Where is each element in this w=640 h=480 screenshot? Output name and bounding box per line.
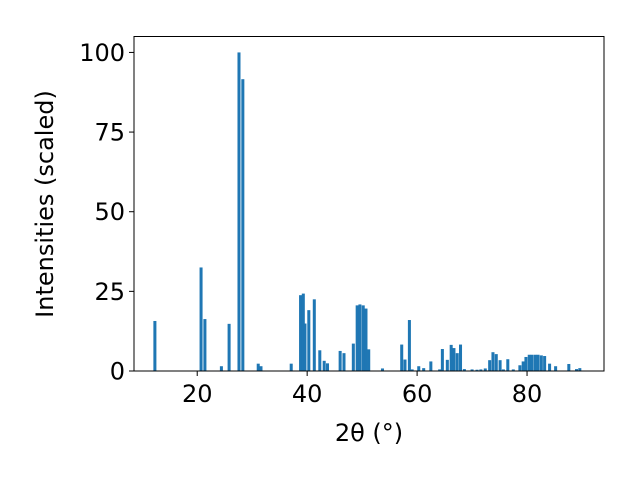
bar bbox=[429, 361, 433, 371]
bar bbox=[452, 348, 456, 371]
y-tick-label: 25 bbox=[94, 278, 125, 306]
plot-frame bbox=[133, 36, 605, 372]
bar bbox=[417, 366, 421, 371]
x-tick-label: 40 bbox=[292, 380, 323, 408]
y-tick-label: 75 bbox=[94, 119, 125, 147]
y-axis: 0 25 50 75 100 bbox=[79, 39, 134, 386]
bar bbox=[410, 369, 414, 371]
bar bbox=[479, 369, 483, 371]
bar bbox=[301, 293, 305, 371]
bar bbox=[539, 355, 543, 371]
bar bbox=[403, 359, 407, 371]
bar-series bbox=[153, 52, 582, 372]
bar bbox=[361, 305, 365, 371]
bar bbox=[367, 349, 371, 371]
bar bbox=[498, 360, 502, 371]
y-tick-label: 0 bbox=[110, 358, 125, 386]
bar bbox=[289, 363, 293, 371]
bar bbox=[259, 366, 263, 371]
bar bbox=[351, 343, 355, 371]
bar bbox=[342, 353, 346, 371]
bar bbox=[325, 363, 330, 371]
bar bbox=[524, 356, 528, 371]
bar bbox=[511, 369, 515, 371]
bar bbox=[488, 360, 492, 371]
bar bbox=[338, 350, 342, 371]
bar bbox=[575, 369, 579, 371]
bar bbox=[312, 299, 316, 371]
bar bbox=[491, 352, 495, 371]
bar bbox=[400, 344, 404, 371]
bar bbox=[506, 359, 510, 371]
bar bbox=[307, 310, 311, 371]
bar bbox=[237, 52, 241, 372]
bar bbox=[548, 363, 552, 371]
y-axis-label: Intensities (scaled) bbox=[31, 90, 59, 318]
y-tick-label: 100 bbox=[79, 39, 125, 67]
bar bbox=[440, 349, 444, 371]
bar bbox=[241, 79, 245, 371]
y-tick-label: 50 bbox=[94, 198, 125, 226]
bar bbox=[153, 320, 157, 371]
x-axis: 20 40 60 80 bbox=[182, 371, 542, 408]
bar bbox=[449, 344, 453, 371]
x-tick-label: 60 bbox=[402, 380, 433, 408]
bar bbox=[518, 365, 522, 371]
bar bbox=[438, 369, 442, 371]
bar bbox=[459, 344, 463, 371]
bar bbox=[364, 308, 368, 371]
bar bbox=[445, 359, 449, 371]
bar bbox=[227, 323, 231, 371]
bar bbox=[455, 353, 459, 371]
bar bbox=[483, 368, 487, 371]
bar bbox=[322, 360, 326, 371]
bar bbox=[530, 354, 534, 371]
bar bbox=[256, 363, 260, 371]
bar bbox=[521, 361, 525, 371]
bar bbox=[578, 368, 582, 371]
bar bbox=[355, 305, 359, 371]
bar bbox=[203, 319, 207, 371]
bar bbox=[219, 366, 223, 371]
x-axis-label: 2θ (°) bbox=[335, 419, 403, 447]
x-tick-label: 20 bbox=[182, 380, 213, 408]
bar bbox=[527, 354, 531, 371]
x-tick-label: 80 bbox=[512, 380, 543, 408]
bar bbox=[318, 350, 322, 371]
bar bbox=[567, 363, 571, 371]
bar bbox=[199, 267, 203, 371]
bar bbox=[299, 295, 303, 371]
bar bbox=[554, 366, 558, 371]
bar bbox=[407, 320, 411, 371]
bar bbox=[422, 368, 426, 371]
bar bbox=[380, 368, 384, 371]
bar bbox=[543, 356, 547, 371]
bar bbox=[533, 354, 537, 371]
bar bbox=[470, 369, 474, 371]
bar bbox=[303, 323, 307, 371]
bar bbox=[536, 354, 540, 371]
bar bbox=[475, 369, 479, 371]
bar bbox=[501, 369, 505, 371]
bar bbox=[358, 304, 362, 371]
bar bbox=[494, 354, 498, 371]
bar bbox=[462, 369, 466, 371]
